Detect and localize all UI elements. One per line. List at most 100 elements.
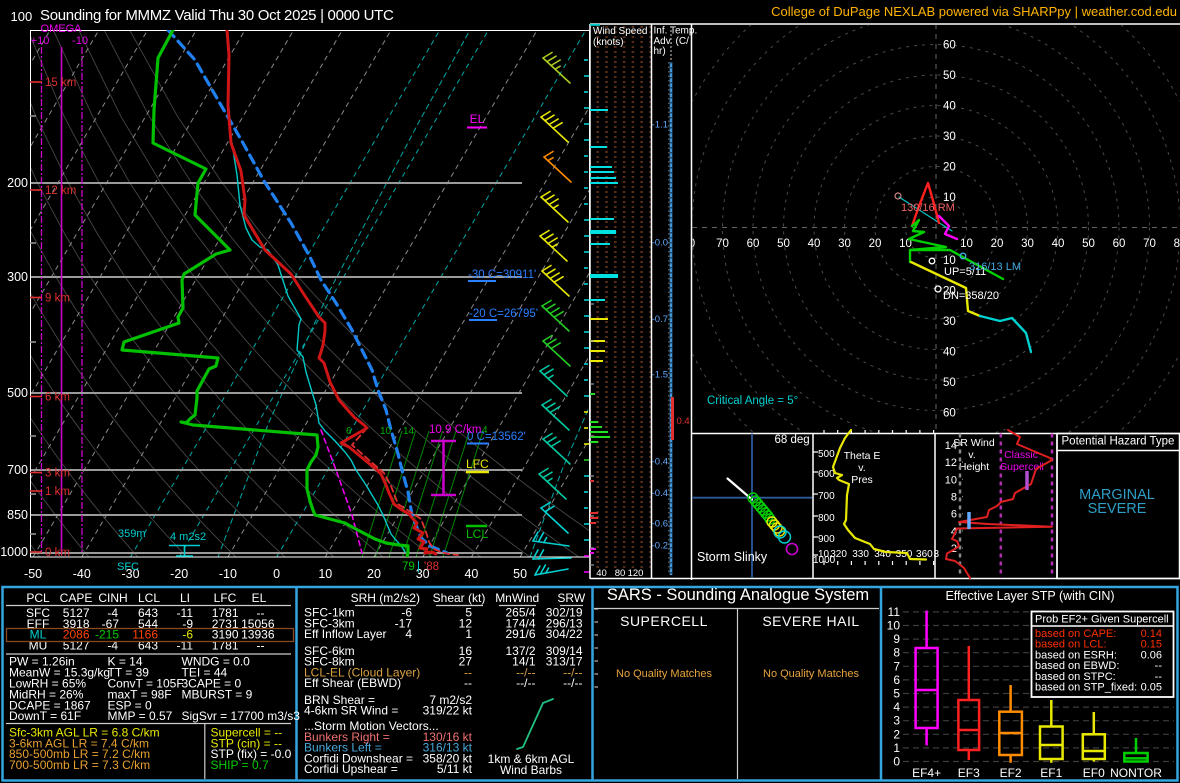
svg-text:0 C=13562': 0 C=13562' xyxy=(467,431,526,443)
svg-text:LowRH = 65%: LowRH = 65% xyxy=(9,677,86,691)
svg-text:Sfc-3km AGL LR = 6.8 C/km: Sfc-3km AGL LR = 6.8 C/km xyxy=(9,725,160,739)
svg-text:10: 10 xyxy=(960,238,973,250)
svg-text:based on EBWD:: based on EBWD: xyxy=(1035,660,1119,672)
svg-text:ConvT = 105F: ConvT = 105F xyxy=(108,677,184,691)
svg-text:SFC-3km: SFC-3km xyxy=(304,616,355,630)
svg-text:20: 20 xyxy=(869,238,882,250)
svg-text:EF3: EF3 xyxy=(958,766,980,780)
svg-text:Height: Height xyxy=(959,461,989,473)
svg-text:+10: +10 xyxy=(31,35,50,47)
svg-text:SRW: SRW xyxy=(557,591,585,605)
svg-text:OMEGA: OMEGA xyxy=(41,23,83,35)
svg-text:SRH (m2/s2): SRH (m2/s2) xyxy=(351,591,420,605)
svg-text:14/1: 14/1 xyxy=(512,655,536,669)
svg-text:SEVERE: SEVERE xyxy=(1088,501,1147,517)
svg-text:30: 30 xyxy=(943,316,956,328)
svg-text:3 km: 3 km xyxy=(45,468,70,480)
svg-text:9 km: 9 km xyxy=(45,293,70,305)
svg-text:700-500mb LR = 7.3 C/km: 700-500mb LR = 7.3 C/km xyxy=(9,758,150,772)
svg-text:0.05: 0.05 xyxy=(1141,682,1162,694)
svg-text:10,: 10, xyxy=(818,549,832,560)
svg-text:174/4: 174/4 xyxy=(505,616,535,630)
svg-text:1000: 1000 xyxy=(0,545,28,559)
svg-text:296/13: 296/13 xyxy=(546,616,583,630)
svg-text:Wind Barbs: Wind Barbs xyxy=(500,763,562,777)
svg-text:3918: 3918 xyxy=(63,617,90,631)
svg-text:300: 300 xyxy=(7,270,28,284)
svg-text:10: 10 xyxy=(899,238,912,250)
svg-text:14: 14 xyxy=(403,426,415,437)
svg-text:27: 27 xyxy=(459,655,473,669)
svg-text:STP (fix) = -0.0: STP (fix) = -0.0 xyxy=(211,747,292,761)
svg-text:12: 12 xyxy=(945,457,957,469)
svg-text:--: -- xyxy=(1155,660,1163,672)
svg-text:EL: EL xyxy=(252,591,267,605)
svg-text:-215: -215 xyxy=(95,628,119,642)
svg-text:EL: EL xyxy=(470,112,485,126)
svg-text:(knots): (knots) xyxy=(593,37,624,48)
svg-text:80: 80 xyxy=(615,568,626,579)
svg-text:40: 40 xyxy=(464,567,478,581)
svg-text:40: 40 xyxy=(1052,238,1065,250)
svg-text:ESP = 0: ESP = 0 xyxy=(108,698,152,712)
svg-text:LCL: LCL xyxy=(466,527,488,541)
svg-text:CAPE: CAPE xyxy=(60,591,93,605)
svg-text:15056: 15056 xyxy=(241,617,275,631)
svg-text:40: 40 xyxy=(943,101,956,113)
svg-text:MnWind: MnWind xyxy=(495,591,539,605)
svg-text:SEVERE HAIL: SEVERE HAIL xyxy=(762,613,859,629)
svg-text:15 km: 15 km xyxy=(45,77,76,89)
svg-text:6: 6 xyxy=(893,673,900,687)
svg-text:-67: -67 xyxy=(102,617,120,631)
svg-text:50: 50 xyxy=(513,567,527,581)
svg-text:130/16 RM: 130/16 RM xyxy=(901,202,955,214)
svg-text:NONTOR: NONTOR xyxy=(1110,766,1162,780)
svg-text:40: 40 xyxy=(596,568,607,579)
svg-text:1781: 1781 xyxy=(212,606,239,620)
svg-text:based on ESRH:: based on ESRH: xyxy=(1035,649,1117,661)
svg-text:-0.6: -0.6 xyxy=(652,519,668,530)
svg-text:600: 600 xyxy=(818,469,835,480)
svg-text:11: 11 xyxy=(888,605,901,619)
svg-text:SR Wind: SR Wind xyxy=(953,437,995,449)
svg-text:360: 360 xyxy=(916,549,933,560)
svg-text:-20 C=26795': -20 C=26795' xyxy=(469,308,538,320)
svg-text:850-500mb LR = 7.2 C/km: 850-500mb LR = 7.2 C/km xyxy=(9,747,150,761)
svg-text:LCL: LCL xyxy=(138,591,160,605)
svg-text:-0.4: -0.4 xyxy=(652,488,668,499)
svg-text:291/6: 291/6 xyxy=(505,627,535,641)
svg-text:No Quality Matches: No Quality Matches xyxy=(763,668,859,680)
svg-text:6: 6 xyxy=(951,509,957,521)
svg-text:Bunkers Right =: Bunkers Right = xyxy=(304,730,390,744)
svg-text:40: 40 xyxy=(808,238,821,250)
svg-text:643: 643 xyxy=(138,639,158,653)
svg-text:320: 320 xyxy=(830,549,847,560)
svg-text:265/4: 265/4 xyxy=(505,606,535,620)
svg-text:13936: 13936 xyxy=(241,628,275,642)
svg-text:16: 16 xyxy=(459,644,473,658)
svg-text:Eff Shear (EBWD): Eff Shear (EBWD) xyxy=(304,676,401,690)
svg-text:-10: -10 xyxy=(219,567,237,581)
svg-text:68 deg: 68 deg xyxy=(775,434,810,446)
svg-text:1781: 1781 xyxy=(212,639,239,653)
svg-text:-20: -20 xyxy=(170,567,188,581)
svg-text:80: 80 xyxy=(1174,238,1180,250)
svg-text:137/2: 137/2 xyxy=(505,644,535,658)
svg-text:350: 350 xyxy=(896,549,913,560)
svg-text:College of DuPage NEXLAB power: College of DuPage NEXLAB powered via SHA… xyxy=(771,4,1177,19)
svg-text:1000: 1000 xyxy=(813,555,836,566)
svg-text:0.15: 0.15 xyxy=(1141,639,1162,651)
svg-text:Shear (kt): Shear (kt) xyxy=(433,591,486,605)
svg-text:60: 60 xyxy=(943,40,956,52)
svg-text:4: 4 xyxy=(893,700,900,714)
svg-text:1km & 6km AGL: 1km & 6km AGL xyxy=(488,752,575,766)
svg-text:30: 30 xyxy=(838,238,851,250)
svg-text:MeanW = 15.3g/kg: MeanW = 15.3g/kg xyxy=(9,666,110,680)
svg-text:3: 3 xyxy=(893,714,900,728)
svg-text:7: 7 xyxy=(893,659,900,673)
svg-text:0: 0 xyxy=(689,238,695,250)
svg-text:10: 10 xyxy=(887,619,901,633)
svg-text:No Quality Matches: No Quality Matches xyxy=(616,668,712,680)
svg-text:2731: 2731 xyxy=(212,617,239,631)
svg-text:79: 79 xyxy=(402,561,415,573)
